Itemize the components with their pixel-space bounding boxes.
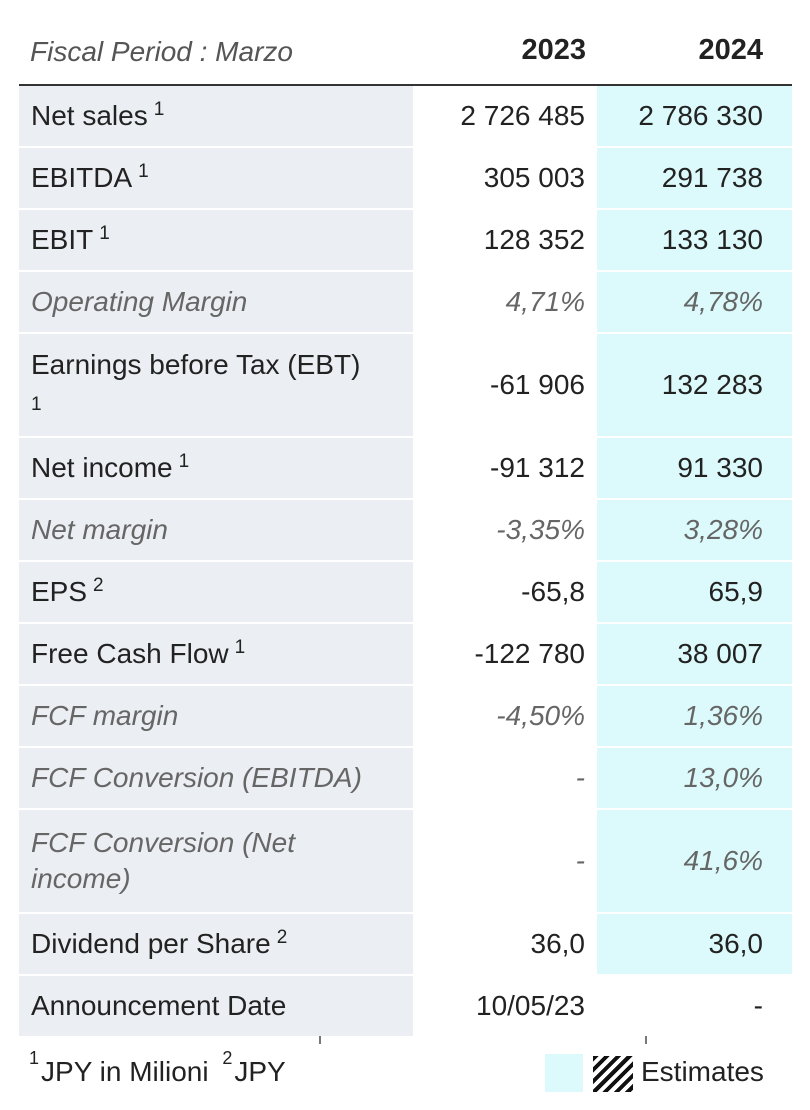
value-2024: 3,28%	[597, 500, 792, 560]
table-row: Net sales 1 2 726 485 2 786 330	[19, 86, 792, 148]
year-header-2024: 2024	[698, 34, 763, 66]
table-header: Fiscal Period : Marzo 2023 2024	[19, 0, 792, 86]
row-label: Earnings before Tax (EBT) 1	[19, 334, 413, 436]
row-label: Net sales 1	[19, 86, 413, 146]
table-row: EPS 2 -65,8 65,9	[19, 562, 792, 624]
table-row: EBITDA 1 305 003 291 738	[19, 148, 792, 210]
table-row: Operating Margin 4,71% 4,78%	[19, 272, 792, 334]
row-label: Free Cash Flow 1	[19, 624, 413, 684]
footnote-marker: 1	[31, 394, 42, 415]
value-2023: 2 726 485	[413, 86, 597, 146]
row-label: EBITDA 1	[19, 148, 413, 208]
value-2023: 10/05/23	[413, 976, 597, 1036]
footnote-marker: 1	[234, 637, 246, 658]
table-row: Net income 1 -91 312 91 330	[19, 438, 792, 500]
footnote-marker: 2	[276, 927, 288, 948]
value-2023: -91 312	[413, 438, 597, 498]
footnote-units: 1JPY in Milioni 2JPY	[29, 1048, 286, 1087]
value-2024: 1,36%	[597, 686, 792, 746]
value-2024: 41,6%	[597, 810, 792, 912]
row-label: Dividend per Share 2	[19, 914, 413, 974]
value-2023: 305 003	[413, 148, 597, 208]
row-label: EBIT 1	[19, 210, 413, 270]
axis-tick	[319, 1036, 321, 1044]
year-header-2023: 2023	[521, 34, 586, 66]
table-row: Announcement Date 10/05/23 -	[19, 976, 792, 1038]
value-2023: -65,8	[413, 562, 597, 622]
row-label: Net margin	[19, 500, 413, 560]
footnote-marker: 1	[99, 223, 110, 244]
value-2024: 91 330	[597, 438, 792, 498]
value-2024: 291 738	[597, 148, 792, 208]
fiscal-period-label: Fiscal Period : Marzo	[30, 36, 293, 67]
table-row: FCF Conversion (Net income) - 41,6%	[19, 810, 792, 914]
row-label: FCF margin	[19, 686, 413, 746]
value-2023: -	[413, 810, 597, 912]
table-row: Earnings before Tax (EBT) 1 -61 906 132 2…	[19, 334, 792, 438]
table-row: EBIT 1 128 352 133 130	[19, 210, 792, 272]
row-label: EPS 2	[19, 562, 413, 622]
row-label: Announcement Date	[19, 976, 413, 1036]
footnote-marker: 1	[138, 161, 149, 182]
value-2023: -3,35%	[413, 500, 597, 560]
value-2024: 133 130	[597, 210, 792, 270]
footnote-marker: 1	[153, 99, 165, 120]
row-label: Operating Margin	[19, 272, 413, 332]
row-label: FCF Conversion (Net income)	[19, 810, 413, 912]
row-label: FCF Conversion (EBITDA)	[19, 748, 413, 808]
estimates-legend-swatch	[545, 1054, 583, 1092]
value-2023: 128 352	[413, 210, 597, 270]
financial-table: Fiscal Period : Marzo 2023 2024 Net sale…	[19, 0, 792, 1038]
table-row: Net margin -3,35% 3,28%	[19, 500, 792, 562]
value-2024: 36,0	[597, 914, 792, 974]
table-row: Dividend per Share 2 36,0 36,0	[19, 914, 792, 976]
table-footer: 1JPY in Milioni 2JPY Estimates	[19, 1036, 792, 1110]
value-2024: -	[597, 976, 792, 1036]
footnote-marker: 1	[178, 451, 190, 472]
estimates-legend-label: Estimates	[641, 1056, 764, 1087]
value-2024: 132 283	[597, 334, 792, 436]
table-row: Free Cash Flow 1 -122 780 38 007	[19, 624, 792, 686]
table-row: FCF Conversion (EBITDA) - 13,0%	[19, 748, 792, 810]
value-2024: 4,78%	[597, 272, 792, 332]
value-2023: -122 780	[413, 624, 597, 684]
hatch-pattern-icon	[593, 1056, 633, 1092]
row-label: Net income 1	[19, 438, 413, 498]
value-2024: 2 786 330	[597, 86, 792, 146]
axis-tick	[645, 1036, 647, 1044]
value-2024: 65,9	[597, 562, 792, 622]
value-2024: 38 007	[597, 624, 792, 684]
footnote-marker: 2	[93, 575, 104, 596]
table-row: FCF margin -4,50% 1,36%	[19, 686, 792, 748]
value-2023: -	[413, 748, 597, 808]
value-2023: -61 906	[413, 334, 597, 436]
value-2024: 13,0%	[597, 748, 792, 808]
value-2023: -4,50%	[413, 686, 597, 746]
value-2023: 36,0	[413, 914, 597, 974]
value-2023: 4,71%	[413, 272, 597, 332]
